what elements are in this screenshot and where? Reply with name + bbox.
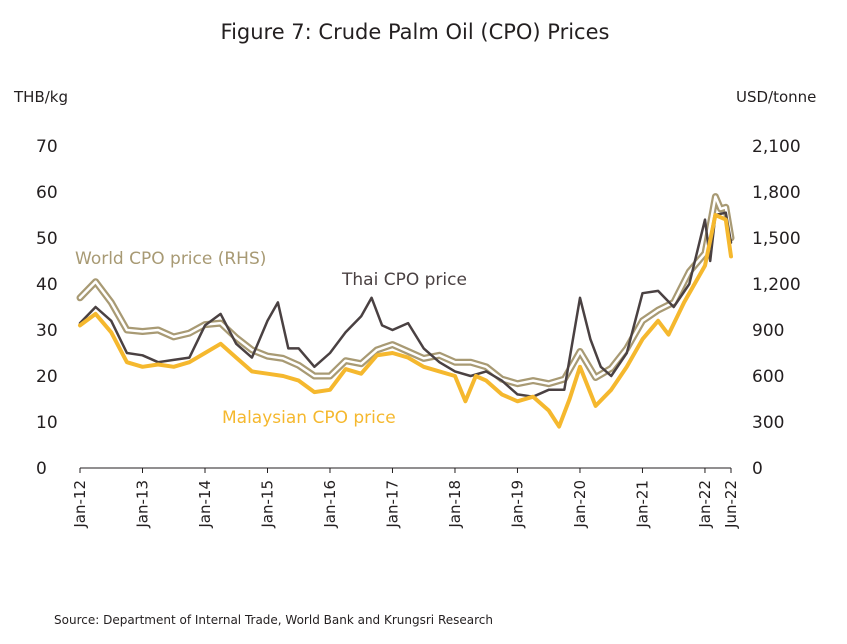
right-tick-label: 1,500 xyxy=(752,229,801,249)
right-tick-label: 2,100 xyxy=(752,137,801,157)
left-tick-label: 0 xyxy=(36,459,47,479)
series-line-malaysian xyxy=(78,213,733,429)
x-tick-label: Jan-21 xyxy=(633,480,651,529)
left-tick-label: 20 xyxy=(36,367,58,387)
right-tick-label: 0 xyxy=(752,459,763,479)
x-tick-label: Jan-12 xyxy=(71,480,89,529)
left-tick-label: 70 xyxy=(36,137,58,157)
x-axis: Jan-12 Jan-13 Jan-14 Jan-15 Jan-16 Jan-17 Jan-… xyxy=(71,467,740,529)
left-axis-unit-label: THB/kg xyxy=(13,88,68,106)
x-tick-label: Jan-16 xyxy=(321,480,339,529)
left-tick-label: 50 xyxy=(36,229,58,249)
x-tick-label: Jan-15 xyxy=(258,480,276,529)
x-tick-label: Jun-22 xyxy=(722,480,740,529)
x-tick-label: Jan-22 xyxy=(696,480,714,529)
x-tick-label: Jan-13 xyxy=(133,480,151,529)
x-tick-label: Jan-20 xyxy=(571,480,589,529)
left-tick-label: 10 xyxy=(36,413,58,433)
series-label-malaysian: Malaysian CPO price xyxy=(222,408,396,428)
series-line-thai xyxy=(78,211,733,398)
series-lines xyxy=(76,193,735,429)
x-tick-label: Jan-14 xyxy=(196,480,214,529)
x-tick-label: Jan-19 xyxy=(508,480,526,529)
right-tick-label: 300 xyxy=(752,413,784,433)
left-tick-label: 60 xyxy=(36,183,58,203)
series-label-world: World CPO price (RHS) xyxy=(75,249,266,269)
x-tick-label: Jan-18 xyxy=(446,480,464,529)
right-tick-label: 900 xyxy=(752,321,784,341)
left-axis-ticks: 0 10 20 30 40 50 60 70 xyxy=(36,137,58,479)
left-tick-label: 40 xyxy=(36,275,58,295)
chart-title: Figure 7: Crude Palm Oil (CPO) Prices xyxy=(221,20,610,44)
right-tick-label: 600 xyxy=(752,367,784,387)
right-tick-label: 1,800 xyxy=(752,183,801,203)
series-label-thai: Thai CPO price xyxy=(341,270,467,290)
right-axis-unit-label: USD/tonne xyxy=(736,88,816,106)
x-tick-label: Jan-17 xyxy=(383,480,401,529)
left-tick-label: 30 xyxy=(36,321,58,341)
series-line-world-inner xyxy=(78,195,733,385)
right-tick-label: 1,200 xyxy=(752,275,801,295)
source-note: Source: Department of Internal Trade, Wo… xyxy=(54,613,493,627)
right-axis-ticks: 0 300 600 900 1,200 1,500 1,800 2,100 xyxy=(752,137,801,479)
